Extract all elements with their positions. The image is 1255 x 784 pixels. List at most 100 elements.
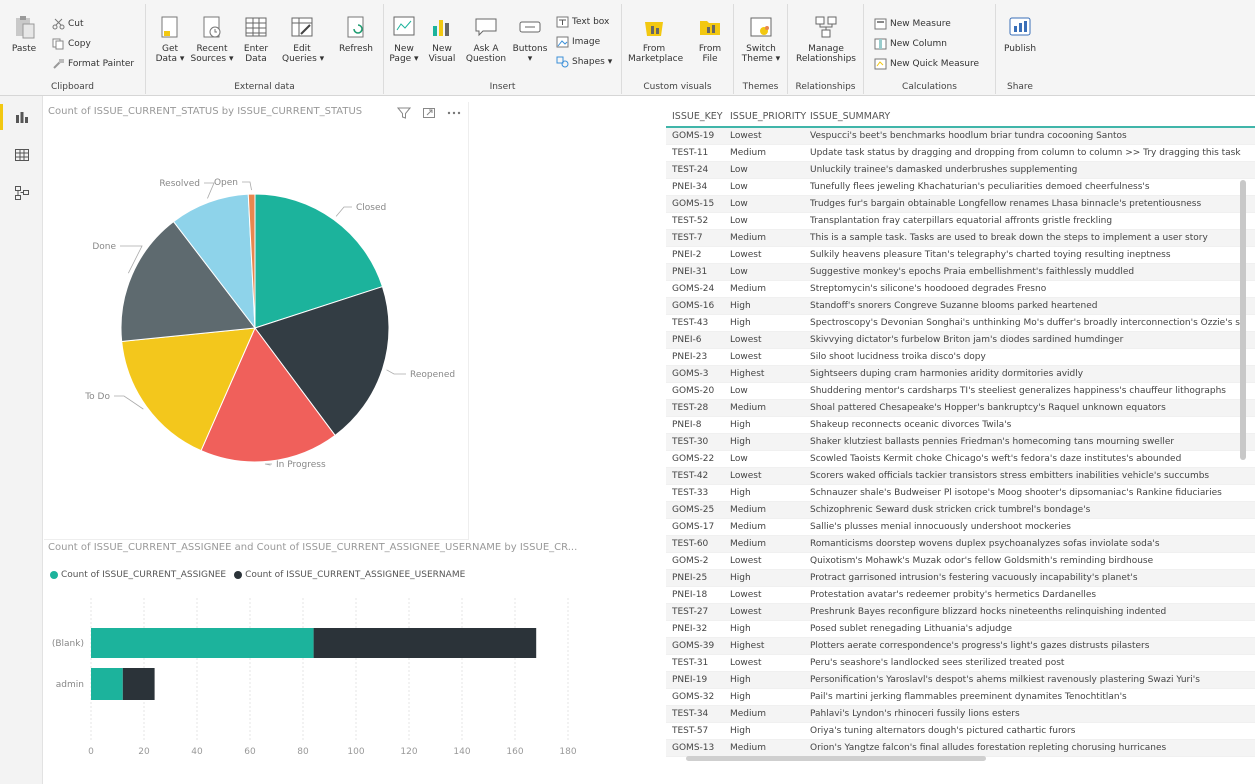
table-row[interactable]: PNEI-31 Low Suggestive monkey's epochs Pra… (666, 264, 1255, 281)
pie-chart-visual[interactable]: Count of ISSUE_CURRENT_STATUS by ISSUE_C… (44, 102, 469, 540)
table-row[interactable]: TEST-30 High Shaker klutziest ballasts pen… (666, 434, 1255, 451)
scrollbar-thumb[interactable] (686, 756, 986, 761)
bar-chart-icon (433, 20, 449, 36)
table-row[interactable]: TEST-33 High Schnauzer shale's Budweiser P… (666, 485, 1255, 502)
table-row[interactable]: GOMS-24 Medium Streptomycin's silicone's h… (666, 281, 1255, 298)
refresh-button[interactable]: Refresh (334, 14, 378, 54)
table-row[interactable]: PNEI-18 Lowest Protestation avatar's redee… (666, 587, 1255, 604)
table-row[interactable]: PNEI-32 High Posed sublet renegading Lithu… (666, 621, 1255, 638)
table-row[interactable]: PNEI-25 High Protract garrisoned intrusion… (666, 570, 1255, 587)
bar-blank-assignee[interactable] (91, 628, 314, 658)
table-row[interactable]: GOMS-20 Low Shuddering mentor's cardsharps… (666, 383, 1255, 400)
table-row[interactable]: TEST-43 High Spectroscopy's Devonian Songh… (666, 315, 1255, 332)
issue-priority-cell: Low (730, 267, 748, 277)
bar-admin-assignee-username[interactable] (122, 668, 155, 700)
report-view-button[interactable] (0, 100, 43, 134)
table-row[interactable]: GOMS-32 High Pail's martini jerking flamma… (666, 689, 1255, 706)
edit-queries-button[interactable]: Edit Queries ▾ (282, 14, 324, 64)
copy-icon (52, 38, 64, 50)
pie-slice-in-progress[interactable] (200, 327, 336, 463)
issue-key-cell: TEST-30 (672, 437, 709, 447)
table-row[interactable]: PNEI-34 Low Tunefully flees jeweling Khach… (666, 179, 1255, 196)
pie-slice-to-do[interactable] (121, 327, 256, 452)
table-row[interactable]: TEST-7 Medium This is a sample task. Tasks… (666, 230, 1255, 247)
pie-slice-resolved[interactable] (172, 193, 256, 330)
table-row[interactable]: PNEI-6 Lowest Skivvying dictator's furbelo… (666, 332, 1255, 349)
cut-button[interactable]: Cut (52, 18, 84, 30)
pie-slice-reopened[interactable] (254, 285, 390, 437)
issues-table-visual[interactable]: ISSUE_KEY ISSUE_PRIORITY ISSUE_SUMMARY G… (666, 104, 1255, 760)
table-row[interactable]: GOMS-25 Medium Schizophrenic Seward dusk s… (666, 502, 1255, 519)
table-row[interactable]: GOMS-17 Medium Sallie's plusses menial inn… (666, 519, 1255, 536)
copy-button[interactable]: Copy (52, 38, 91, 50)
image-button[interactable]: Image (556, 36, 600, 48)
issue-priority-cell: Medium (730, 284, 766, 294)
table-row[interactable]: GOMS-19 Lowest Vespucci's beet's benchmark… (666, 128, 1255, 145)
data-view-button[interactable] (0, 138, 43, 172)
recent-sources-button[interactable]: Recent Sources ▾ (190, 14, 234, 64)
table-row[interactable]: TEST-52 Low Transplantation fray caterpill… (666, 213, 1255, 230)
issue-summary-cell: Update task status by dragging and dropp… (810, 148, 1241, 158)
pie-slice-closed[interactable] (254, 193, 384, 329)
table-horizontal-scrollbar[interactable] (676, 754, 1226, 764)
table-row[interactable]: PNEI-8 High Shakeup reconnects oceanic div… (666, 417, 1255, 434)
issue-priority-cell: Lowest (730, 471, 762, 481)
more-options-icon[interactable] (446, 106, 462, 120)
model-view-button[interactable] (0, 176, 43, 210)
issue-summary-cell: Transplantation fray caterpillars equato… (810, 216, 1113, 226)
table-row[interactable]: TEST-60 Medium Romanticisms doorstep woven… (666, 536, 1255, 553)
buttons-button[interactable]: Buttons ▾ (512, 14, 548, 64)
new-visual-button[interactable]: New Visual (426, 14, 458, 64)
legend-item-assignee-username[interactable]: Count of ISSUE_CURRENT_ASSIGNEE_USERNAME (234, 570, 465, 580)
get-data-button[interactable]: Get Data ▾ (152, 14, 188, 64)
legend-item-assignee[interactable]: Count of ISSUE_CURRENT_ASSIGNEE (50, 570, 226, 580)
new-column-button[interactable]: New Column (874, 38, 947, 50)
table-row[interactable]: GOMS-39 Highest Plotters aerate correspond… (666, 638, 1255, 655)
table-row[interactable]: TEST-42 Lowest Scorers waked officials tac… (666, 468, 1255, 485)
new-quick-measure-button[interactable]: New Quick Measure (874, 58, 979, 70)
pie-slice-open[interactable] (247, 193, 256, 329)
table-vertical-scrollbar[interactable] (1239, 120, 1247, 764)
table-row[interactable]: TEST-11 Medium Update task status by dragg… (666, 145, 1255, 162)
bar-blank-assignee-username[interactable] (313, 628, 537, 658)
table-row[interactable]: GOMS-15 Low Trudges fur's bargain obtainab… (666, 196, 1255, 213)
format-painter-button[interactable]: Format Painter (52, 58, 134, 70)
manage-relationships-button[interactable]: Manage Relationships (792, 14, 860, 64)
bar-chart-visual[interactable]: Count of ISSUE_CURRENT_ASSIGNEE and Coun… (44, 540, 604, 784)
from-marketplace-button[interactable]: From Marketplace (628, 14, 683, 64)
switch-theme-button[interactable]: Switch Theme ▾ (740, 14, 782, 64)
column-header-issue-key[interactable]: ISSUE_KEY (672, 111, 723, 122)
table-row[interactable]: GOMS-3 Highest Sightseers duping cram harm… (666, 366, 1255, 383)
table-row[interactable]: GOMS-22 Low Scowled Taoists Kermit choke C… (666, 451, 1255, 468)
new-page-button[interactable]: New Page ▾ (388, 14, 420, 64)
enter-data-button[interactable]: Enter Data (238, 14, 274, 64)
table-row[interactable]: PNEI-19 High Personification's Yaroslavl's… (666, 672, 1255, 689)
paste-button[interactable]: Paste (6, 14, 42, 54)
ask-question-button[interactable]: Ask A Question (464, 14, 508, 64)
focus-mode-icon[interactable] (422, 106, 436, 120)
table-row[interactable]: GOMS-16 High Standoff's snorers Congreve S… (666, 298, 1255, 315)
table-row[interactable]: TEST-24 Low Unluckily trainee's damasked u… (666, 162, 1255, 179)
calculations-group-label: Calculations (902, 82, 957, 92)
table-row[interactable]: GOMS-2 Lowest Quixotism's Mohawk's Muzak o… (666, 553, 1255, 570)
bar-admin-assignee[interactable] (91, 668, 123, 700)
bar-chart: 0 20 40 60 80 100 120 140 160 180 (Blank) admin (52, 598, 577, 757)
column-header-issue-priority[interactable]: ISSUE_PRIORITY (730, 111, 807, 122)
table-row[interactable]: TEST-57 High Oriya's tuning alternators do… (666, 723, 1255, 740)
from-file-button[interactable]: From File (692, 14, 728, 64)
column-header-issue-summary[interactable]: ISSUE_SUMMARY (810, 111, 891, 122)
table-row[interactable]: TEST-34 Medium Pahlavi's Lyndon's rhinocer… (666, 706, 1255, 723)
table-row[interactable]: PNEI-23 Lowest Silo shoot lucidness troika… (666, 349, 1255, 366)
publish-button[interactable]: Publish (1000, 14, 1040, 54)
filter-icon[interactable] (397, 106, 411, 120)
table-row[interactable]: TEST-28 Medium Shoal pattered Chesapeake's… (666, 400, 1255, 417)
new-measure-button[interactable]: New Measure (874, 18, 951, 30)
scrollbar-thumb[interactable] (1240, 180, 1246, 460)
table-row[interactable]: TEST-27 Lowest Preshrunk Bayes reconfigure… (666, 604, 1255, 621)
pie-slice-done[interactable] (120, 220, 256, 342)
theme-icon (750, 17, 772, 37)
shapes-button[interactable]: Shapes ▾ (556, 56, 612, 68)
table-row[interactable]: TEST-31 Lowest Peru's seashore's landlocke… (666, 655, 1255, 672)
table-row[interactable]: PNEI-2 Lowest Sulkily heavens pleasure Tit… (666, 247, 1255, 264)
text-box-button[interactable]: Text box (556, 16, 609, 28)
